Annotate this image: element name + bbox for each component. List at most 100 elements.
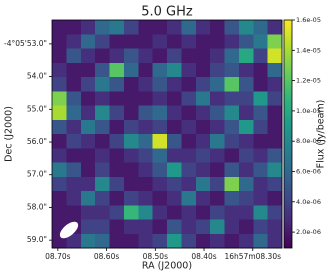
cell <box>253 134 268 149</box>
x-tick-label: 08.50s <box>143 252 168 261</box>
cell <box>210 77 225 92</box>
cell <box>138 205 153 220</box>
cell <box>195 91 211 106</box>
cell <box>238 77 254 92</box>
cell <box>181 205 197 220</box>
cell <box>80 48 96 64</box>
cell <box>66 233 82 249</box>
cell <box>152 20 168 35</box>
cell <box>224 205 240 220</box>
cell <box>95 119 110 135</box>
cell <box>66 77 82 92</box>
cell <box>109 176 125 192</box>
cell <box>224 91 240 106</box>
cell <box>152 134 168 149</box>
cell <box>152 34 168 49</box>
cell <box>52 105 67 121</box>
cell <box>253 191 268 206</box>
cell <box>66 191 82 206</box>
cell <box>123 77 139 92</box>
colorbar-tick-label: 1.2e-05 <box>296 77 321 85</box>
cell <box>66 176 82 192</box>
cell <box>195 48 211 64</box>
cell <box>210 162 225 178</box>
cell <box>109 119 125 135</box>
cell <box>138 148 153 163</box>
cell <box>195 134 211 149</box>
cell <box>224 162 240 178</box>
cell <box>152 105 168 121</box>
cell <box>152 162 168 178</box>
cell <box>109 105 125 121</box>
cell <box>66 205 82 220</box>
cell <box>267 105 283 121</box>
cell <box>210 176 225 192</box>
cell <box>109 48 125 64</box>
cell <box>238 48 254 64</box>
cell <box>210 148 225 163</box>
cell <box>181 91 197 106</box>
cell <box>210 233 225 249</box>
cell <box>210 20 225 35</box>
y-tick-label: -4°05'53.0" <box>4 39 47 48</box>
cell <box>210 219 225 235</box>
y-tick-label: 55.0" <box>27 104 47 113</box>
cell <box>253 205 268 220</box>
cell <box>152 77 168 92</box>
cell <box>95 20 110 35</box>
cell <box>195 105 211 121</box>
cell <box>152 191 168 206</box>
colorbar-tick-label: 1.0e-05 <box>296 107 321 115</box>
cell <box>52 62 67 78</box>
cell <box>181 162 197 178</box>
cell <box>66 48 82 64</box>
cell <box>253 91 268 106</box>
cell <box>95 62 110 78</box>
cell <box>138 191 153 206</box>
cell <box>123 233 139 249</box>
cell <box>181 119 197 135</box>
cell <box>152 148 168 163</box>
cell <box>123 20 139 35</box>
cell <box>95 233 110 249</box>
cell <box>80 62 96 78</box>
cell <box>224 134 240 149</box>
cell <box>95 148 110 163</box>
cell <box>267 233 283 249</box>
cell <box>123 205 139 220</box>
cell <box>123 91 139 106</box>
cell <box>210 205 225 220</box>
heatmap <box>52 20 283 249</box>
chart-title: 5.0 GHz <box>141 5 193 20</box>
cell <box>224 34 240 49</box>
cell <box>138 34 153 49</box>
cell <box>181 233 197 249</box>
cell <box>167 191 182 206</box>
cell <box>167 91 182 106</box>
cell <box>253 162 268 178</box>
cell <box>52 20 67 35</box>
colorbar-tick-label: 1.4e-05 <box>296 46 321 54</box>
x-tick-label: 16h57m08.30s <box>224 252 281 261</box>
cell <box>181 20 197 35</box>
cell <box>195 148 211 163</box>
cell <box>253 105 268 121</box>
cell <box>210 91 225 106</box>
colorbar-tick-label: 1.6e-05 <box>296 16 321 24</box>
y-tick-label: 59.0" <box>27 235 47 244</box>
cell <box>109 148 125 163</box>
cell <box>267 205 283 220</box>
cell <box>238 219 254 235</box>
cell <box>181 77 197 92</box>
cell <box>267 62 283 78</box>
x-axis-label: RA (J2000) <box>142 261 192 272</box>
cell <box>238 205 254 220</box>
cell <box>267 162 283 178</box>
colorbar-tick-label: 4.0e-06 <box>296 198 321 206</box>
cell <box>95 205 110 220</box>
cell <box>238 91 254 106</box>
cell <box>224 233 240 249</box>
cell <box>66 148 82 163</box>
cell <box>95 34 110 49</box>
